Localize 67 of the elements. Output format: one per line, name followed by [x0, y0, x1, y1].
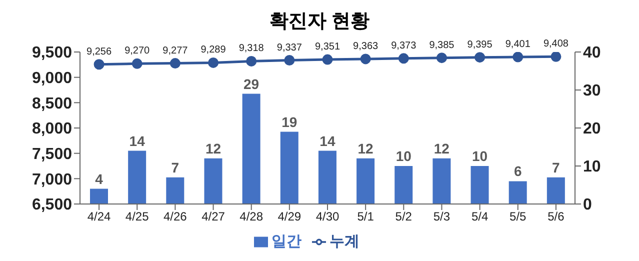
data-label: 9,408 — [543, 38, 569, 50]
data-label: 7 — [552, 159, 560, 176]
y2-tick-label: 0 — [583, 196, 592, 214]
x-tick-label: 4/26 — [164, 210, 188, 224]
data-label: 14 — [129, 132, 146, 149]
bar — [90, 188, 108, 204]
legend-label: 누계 — [330, 233, 360, 250]
x-tick-label: 4/27 — [202, 210, 226, 224]
data-label: 9,256 — [86, 46, 112, 58]
bar — [166, 177, 184, 204]
data-label: 10 — [396, 148, 412, 164]
y-tick-label: 7,500 — [32, 146, 72, 164]
data-label: 10 — [472, 148, 488, 164]
data-label: 6 — [514, 163, 522, 180]
data-label: 9,351 — [314, 42, 340, 53]
bar — [280, 132, 298, 204]
x-tick-label: 5/2 — [395, 210, 412, 224]
bar — [356, 158, 375, 204]
x-tick-label: 5/5 — [510, 210, 527, 224]
x-tick-label: 4/29 — [278, 210, 302, 224]
data-label: 9,373 — [391, 40, 417, 52]
bar — [546, 177, 565, 204]
y-tick-label: 9,000 — [32, 70, 72, 88]
x-tick-label: 4/25 — [125, 210, 150, 224]
y-tick-label: 8,500 — [32, 95, 72, 112]
y-tick-label: 9,500 — [32, 44, 72, 62]
data-label: 9,270 — [124, 46, 150, 57]
y2-tick-label: 10 — [583, 158, 601, 176]
x-tick-label: 4/28 — [240, 210, 264, 224]
x-tick-label: 5/1 — [357, 210, 374, 224]
x-tick-label: 4/24 — [87, 210, 112, 224]
data-label: 7 — [171, 159, 180, 176]
bar — [204, 158, 222, 204]
data-label: 4 — [95, 170, 104, 187]
y2-tick-label: 30 — [583, 82, 601, 100]
bar — [508, 181, 527, 204]
data-label: 9,385 — [429, 40, 455, 51]
bar — [318, 150, 336, 204]
chart-title: 확진자 현황 — [268, 10, 371, 32]
x-tick-label: 5/6 — [548, 210, 565, 224]
data-label: 9,363 — [353, 40, 379, 52]
x-tick-label: 5/3 — [433, 210, 450, 224]
bar — [242, 94, 260, 204]
data-label: 9,401 — [505, 39, 531, 50]
data-label: 19 — [282, 114, 298, 130]
y2-tick-label: 20 — [583, 120, 601, 138]
data-label: 9,395 — [467, 39, 493, 50]
data-label: 12 — [205, 140, 222, 156]
data-label: 14 — [320, 132, 336, 149]
data-label: 12 — [434, 140, 450, 156]
bar — [470, 166, 489, 204]
y-tick-label: 6,500 — [32, 196, 72, 214]
data-label: 9,289 — [200, 44, 226, 56]
data-label: 9,277 — [162, 45, 188, 56]
data-label: 9,318 — [238, 43, 264, 54]
x-tick-label: 4/30 — [316, 210, 340, 224]
y-tick-label: 7,000 — [32, 171, 72, 188]
bar — [432, 158, 451, 204]
y-tick-label: 8,000 — [32, 120, 72, 138]
bar — [128, 150, 146, 204]
data-label: 9,337 — [276, 42, 302, 54]
data-label: 12 — [358, 140, 374, 156]
data-label: 29 — [244, 76, 260, 92]
bar — [394, 166, 413, 204]
y2-tick-label: 40 — [583, 44, 601, 62]
x-tick-label: 5/4 — [471, 210, 488, 224]
legend-label: 일간 — [272, 233, 302, 250]
